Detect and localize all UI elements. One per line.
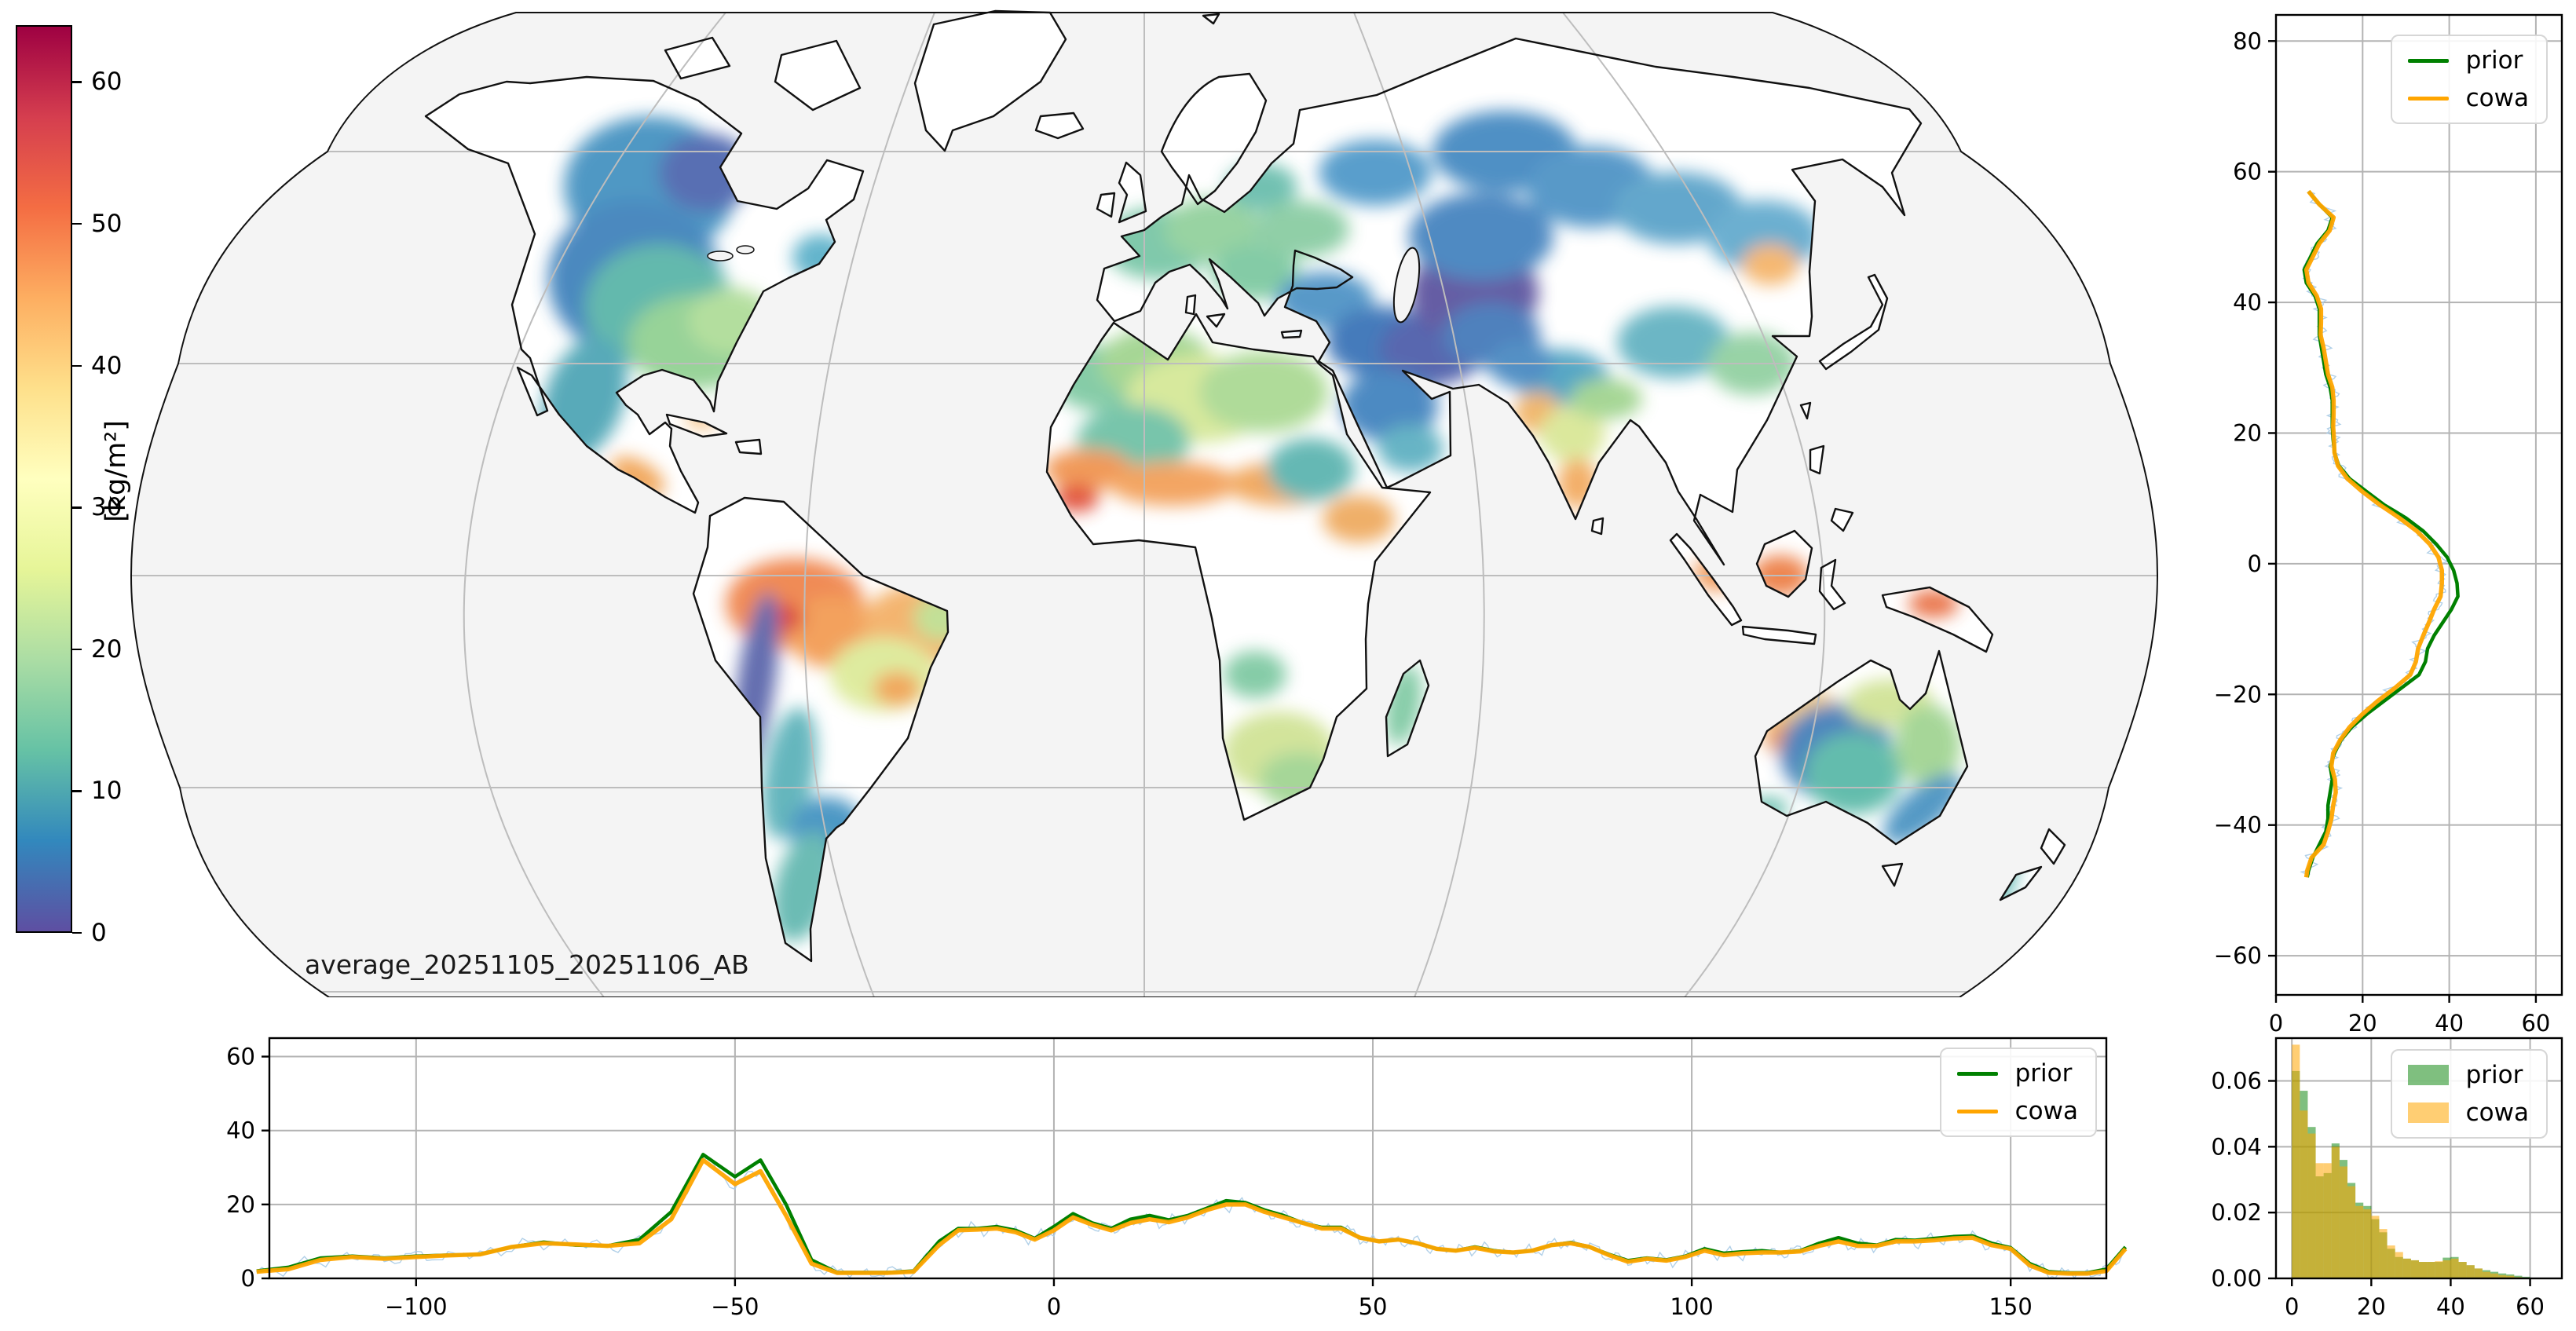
prior-patch-swatch <box>2407 1065 2449 1086</box>
legend-item-prior: prior <box>2407 1061 2529 1089</box>
svg-text:40: 40 <box>226 1117 255 1144</box>
svg-text:0: 0 <box>2248 550 2262 577</box>
colorbar-tick <box>72 222 82 225</box>
svg-text:0: 0 <box>2285 1293 2299 1320</box>
cowa-patch-swatch <box>2407 1102 2449 1124</box>
map-annotation: average_20251105_20251106_AB <box>305 949 749 980</box>
svg-text:60: 60 <box>226 1044 255 1070</box>
svg-text:0.00: 0.00 <box>2211 1265 2262 1292</box>
svg-text:−20: −20 <box>2214 681 2262 708</box>
cowa-label: cowa <box>2465 84 2529 113</box>
colorbar-tick-label: 20 <box>91 634 123 664</box>
prior-line-swatch <box>1956 1071 1998 1076</box>
svg-text:0: 0 <box>241 1265 255 1292</box>
legend-item-cowa: cowa <box>2407 84 2529 113</box>
svg-text:20: 20 <box>2357 1293 2386 1320</box>
svg-text:20: 20 <box>2233 419 2262 446</box>
svg-text:−100: −100 <box>385 1293 448 1320</box>
legend-item-prior: prior <box>1956 1059 2078 1088</box>
colorbar-tick <box>72 932 82 934</box>
svg-text:−40: −40 <box>2214 812 2262 839</box>
svg-text:40: 40 <box>2436 1293 2465 1320</box>
colorbar-gradient <box>16 25 72 933</box>
svg-text:0.02: 0.02 <box>2211 1199 2262 1226</box>
svg-text:0.06: 0.06 <box>2211 1067 2262 1094</box>
svg-text:50: 50 <box>1359 1293 1388 1320</box>
cowa-label: cowa <box>2465 1099 2529 1128</box>
colorbar-tick-label: 60 <box>91 68 123 97</box>
colorbar-tick <box>72 81 82 83</box>
prior-label: prior <box>2465 46 2523 75</box>
cowa-line-swatch <box>1956 1109 1998 1113</box>
svg-text:20: 20 <box>226 1191 255 1218</box>
prior-line-swatch <box>2407 58 2449 63</box>
svg-text:60: 60 <box>2521 1010 2550 1037</box>
histogram-legend: prior cowa <box>2390 1049 2548 1139</box>
world-map: average_20251105_20251106_AB <box>130 9 2158 997</box>
colorbar-tick-label: 40 <box>91 351 123 380</box>
caspian-sea <box>1392 247 1421 324</box>
cowa-line-swatch <box>2407 96 2449 101</box>
svg-text:0: 0 <box>2269 1010 2283 1037</box>
colorbar-tick-label: 30 <box>91 493 123 522</box>
svg-text:150: 150 <box>1989 1293 2032 1320</box>
colorbar: 0 10 20 30 40 50 60 <box>16 25 196 967</box>
colorbar-tick-label: 0 <box>91 919 107 947</box>
svg-text:−60: −60 <box>2214 942 2262 969</box>
legend-item-cowa: cowa <box>2407 1099 2529 1128</box>
svg-text:60: 60 <box>2516 1293 2545 1320</box>
svg-text:80: 80 <box>2233 27 2262 54</box>
great-lakes <box>707 250 734 261</box>
svg-text:0: 0 <box>1047 1293 1061 1320</box>
svg-text:0.04: 0.04 <box>2211 1133 2262 1160</box>
colorbar-tick <box>72 506 82 509</box>
colorbar-tick <box>72 790 82 792</box>
svg-text:40: 40 <box>2233 289 2262 316</box>
colorbar-unit-label: [kg/m²] <box>101 420 132 522</box>
svg-text:40: 40 <box>2435 1010 2464 1037</box>
colorbar-tick-label: 50 <box>91 209 123 238</box>
prior-label: prior <box>2014 1059 2073 1088</box>
cowa-label: cowa <box>2014 1097 2078 1126</box>
colorbar-tick-label: 10 <box>91 777 123 806</box>
map-graticule <box>131 13 2157 997</box>
svg-text:−50: −50 <box>711 1293 759 1320</box>
colorbar-tick <box>72 364 82 367</box>
svg-text:20: 20 <box>2348 1010 2377 1037</box>
latitude-profile-legend: prior cowa <box>2390 35 2548 125</box>
svg-text:100: 100 <box>1670 1293 1713 1320</box>
colorbar-tick <box>72 648 82 651</box>
prior-label: prior <box>2465 1061 2523 1089</box>
svg-text:60: 60 <box>2233 159 2262 185</box>
legend-item-cowa: cowa <box>1956 1097 2078 1126</box>
longitude-profile-legend: prior cowa <box>1939 1048 2097 1138</box>
latitude-profile-chart: 0 20 40 60 80 60 40 20 0 −20 −40 −60 <box>2214 13 2563 1037</box>
great-lakes-2 <box>736 245 755 254</box>
legend-item-prior: prior <box>2407 46 2529 75</box>
longitude-profile-chart: −100 −50 0 50 100 150 0 20 40 60 <box>226 1037 2128 1320</box>
